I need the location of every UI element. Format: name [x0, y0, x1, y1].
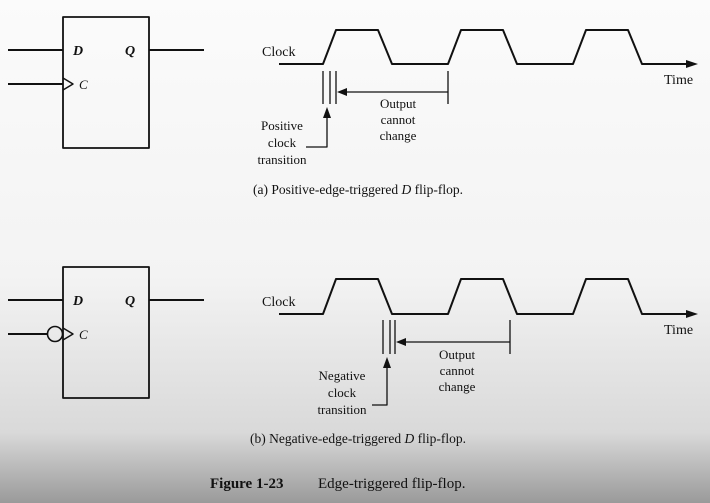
output-label-a-1: Output	[380, 96, 417, 111]
output-label-b-3: change	[439, 379, 476, 394]
flipflop-a-clock-triangle	[62, 77, 74, 91]
pin-d-label-b: D	[72, 294, 83, 309]
edge-label-a-1: Positive	[261, 118, 303, 133]
caption-b-prefix: (b) Negative-edge-triggered	[250, 431, 404, 446]
edge-pointer-a-arrowhead	[323, 107, 331, 118]
caption-a-prefix: (a) Positive-edge-triggered	[253, 182, 401, 197]
time-arrow-b	[686, 310, 698, 318]
clock-waveform-b	[279, 278, 690, 315]
edge-label-b-1: Negative	[319, 368, 366, 383]
caption-a-italic: D	[400, 182, 411, 197]
output-label-b-2: cannot	[440, 363, 475, 378]
caption-b-italic: D	[403, 431, 414, 446]
caption-b: (b) Negative-edge-triggered D flip-flop.	[250, 431, 466, 446]
pin-c-label-a: C	[79, 77, 88, 92]
edge-label-a-2: clock	[268, 135, 297, 150]
pin-q-label-a: Q	[125, 44, 135, 59]
output-label-a-3: change	[380, 128, 417, 143]
figure-number: Figure 1-23	[210, 476, 283, 492]
time-label-b: Time	[664, 323, 693, 338]
output-label-a-2: cannot	[381, 112, 416, 127]
flipflop-b-inversion-bubble	[46, 325, 64, 343]
figure-title: Edge-triggered flip-flop.	[318, 476, 465, 492]
edge-pointer-b	[372, 366, 388, 406]
caption-b-suffix: flip-flop.	[414, 431, 466, 446]
edge-label-b-2: clock	[328, 385, 357, 400]
output-label-b-1: Output	[439, 347, 476, 362]
output-range-a-arrowhead	[337, 88, 347, 96]
flipflop-b-box	[62, 266, 150, 399]
clock-label-a: Clock	[262, 45, 295, 60]
flipflop-a-box	[62, 16, 150, 149]
clock-label-b: Clock	[262, 295, 295, 310]
flipflop-b-clock-triangle	[62, 327, 74, 341]
time-arrow-a	[686, 60, 698, 68]
edge-label-b-3: transition	[317, 402, 367, 417]
pin-c-label-b: C	[79, 327, 88, 342]
time-label-a: Time	[664, 73, 693, 88]
edge-pointer-a	[306, 116, 328, 148]
pin-q-label-b: Q	[125, 294, 135, 309]
caption-a: (a) Positive-edge-triggered D flip-flop.	[253, 182, 463, 197]
edge-pointer-b-arrowhead	[383, 357, 391, 368]
clock-waveform-a	[279, 29, 690, 65]
output-range-b-arrowhead	[396, 338, 406, 346]
caption-a-suffix: flip-flop.	[411, 182, 463, 197]
pin-d-label-a: D	[72, 44, 83, 59]
edge-label-a-3: transition	[257, 152, 307, 167]
